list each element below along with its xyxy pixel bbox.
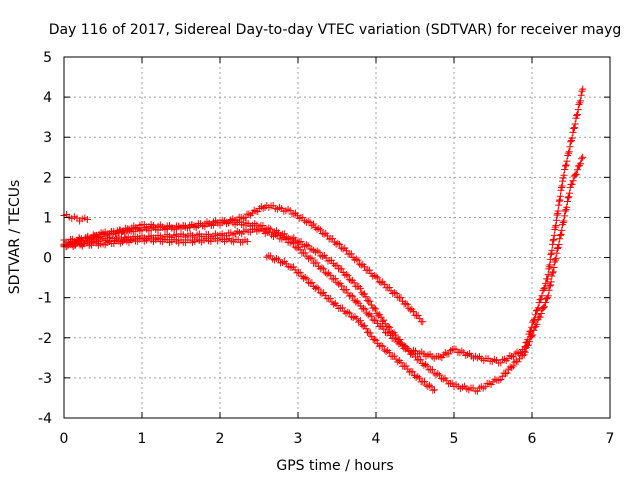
chart-title: Day 116 of 2017, Sidereal Day-to-day VTE… [49,22,622,38]
x-tick-label: 3 [294,431,303,447]
y-tick-label: 1 [43,210,52,226]
axis-ticks: 0 1 2 3 4 5 6 7 -4 -3 -2 -1 0 1 2 3 4 5 [38,50,614,447]
plot-frame [63,56,611,419]
y-tick-label: -4 [38,411,52,427]
x-tick-label: 7 [606,431,615,447]
x-tick-label: 0 [60,431,69,447]
data-points [60,85,587,395]
x-axis-label: GPS time / hours [276,458,393,474]
y-tick-label: 4 [43,90,52,106]
y-tick-label: 5 [43,50,52,66]
grid [64,57,610,418]
x-tick-label: 4 [372,431,381,447]
y-axis-label: SDTVAR / TECUs [7,180,23,295]
series-markers [60,85,587,367]
series-6 [263,252,438,394]
y-tick-label: -1 [38,291,52,307]
x-tick-label: 2 [216,431,225,447]
x-tick-label: 5 [450,431,459,447]
y-tick-label: -2 [38,331,52,347]
series-markers [263,252,438,394]
y-tick-label: 2 [43,170,52,186]
x-tick-label: 1 [138,431,147,447]
y-tick-label: 0 [43,251,52,267]
y-tick-label: -3 [38,371,52,387]
series-4 [60,85,587,367]
x-tick-label: 6 [528,431,537,447]
y-tick-label: 3 [43,130,52,146]
